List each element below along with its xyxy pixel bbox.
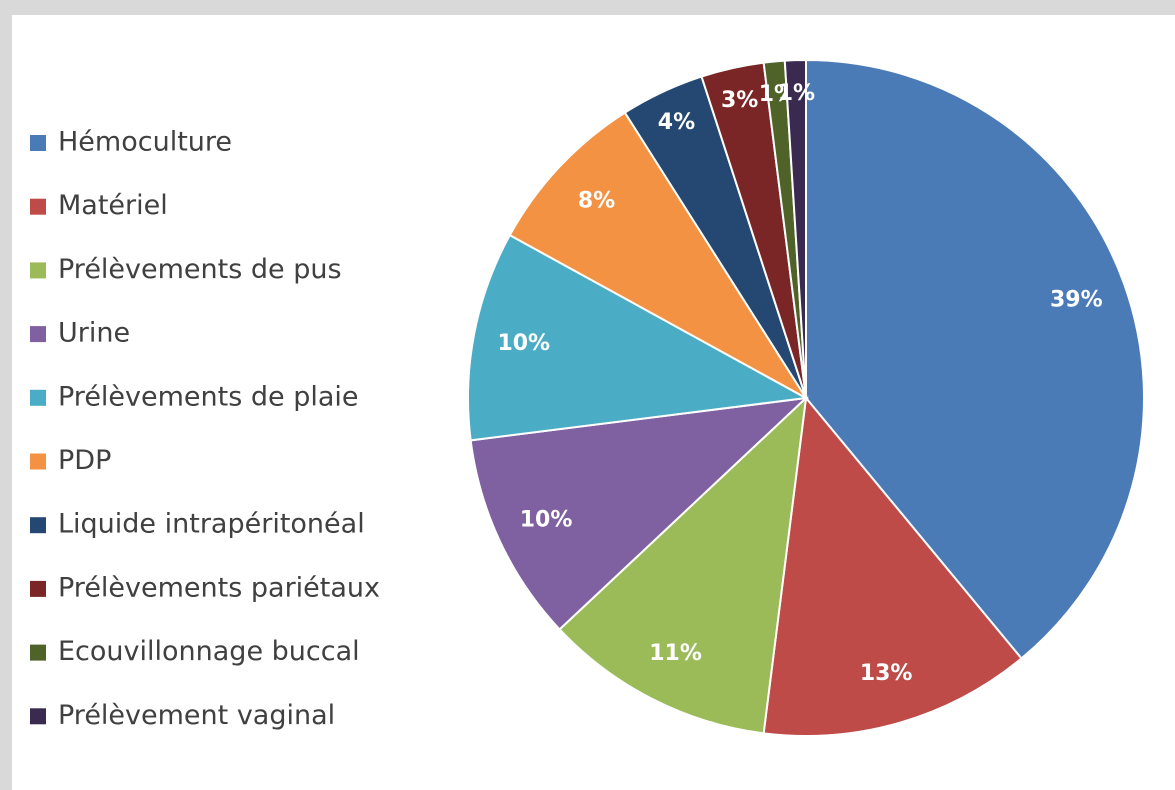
legend-label: Prélèvements pariétaux	[58, 572, 380, 603]
legend-swatch	[30, 644, 46, 661]
data-label: 8%	[578, 188, 615, 213]
legend-swatch	[30, 198, 46, 215]
legend-swatch	[30, 517, 46, 534]
legend-label: Prélèvements de pus	[58, 254, 342, 285]
legend-label: Prélèvements de plaie	[58, 381, 359, 412]
data-label: 3%	[721, 88, 758, 113]
legend-label: Matériel	[58, 190, 168, 221]
legend-swatch	[30, 453, 46, 470]
legend-label: Ecouvillonnage buccal	[58, 636, 360, 667]
legend-swatch	[30, 262, 46, 279]
pie-slice	[467, 233, 810, 442]
data-label: 4%	[658, 110, 695, 135]
legend-label: Urine	[58, 318, 130, 349]
data-label: 11%	[649, 641, 702, 666]
data-label: 13%	[860, 661, 913, 686]
legend-swatch	[30, 708, 46, 725]
data-label: 10%	[497, 331, 550, 356]
data-label: 1%	[778, 81, 815, 106]
legend-swatch	[30, 135, 46, 151]
legend-label: Prélèvement vaginal	[58, 700, 335, 731]
legend-swatch	[30, 580, 46, 597]
legend-label: Liquide intrapéritonéal	[58, 509, 365, 540]
pie-slice	[469, 396, 809, 631]
data-label: 10%	[520, 507, 573, 532]
pie-slice	[762, 395, 1023, 737]
pie-slice	[508, 111, 807, 399]
legend-label: Hémoculture	[58, 127, 232, 158]
data-label: 39%	[1050, 288, 1103, 313]
pie-slice	[783, 58, 807, 399]
legend-swatch	[30, 326, 46, 343]
legend-swatch	[30, 389, 46, 406]
pie-slice	[805, 58, 1145, 660]
legend-label: PDP	[58, 445, 111, 476]
pie-slice	[558, 395, 808, 735]
